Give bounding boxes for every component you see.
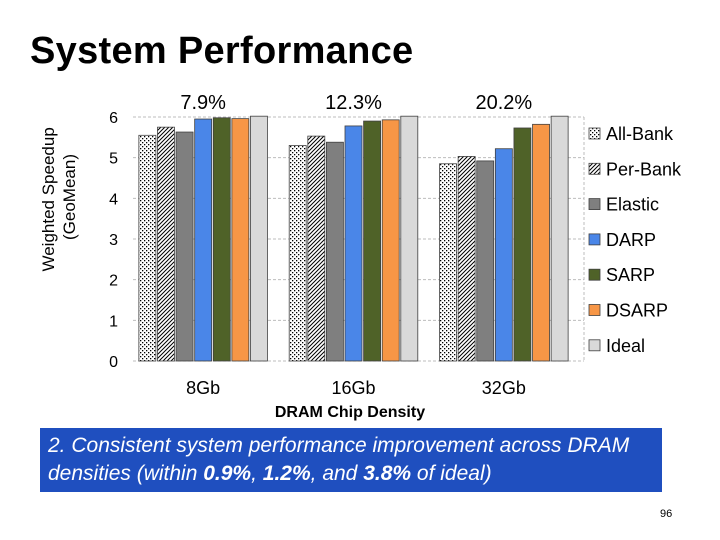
- conclusion-value-8gb: 0.9%: [203, 462, 252, 485]
- bar-elastic-16gb: [325, 141, 344, 362]
- y-axis-title-line-1: Weighted Speedup: [39, 127, 58, 271]
- bar-darp-8gb: [194, 118, 213, 362]
- labels: 8Gb 7.9% 16Gb 12.3% 32Gb 20.2%: [180, 92, 532, 398]
- legend-label-darp: DARP: [606, 230, 656, 250]
- y-tick-label: 6: [109, 110, 118, 127]
- bar-sarp-32gb: [513, 127, 532, 362]
- legend-swatch-elastic: [588, 198, 601, 211]
- conclusion-separator-1: ,: [251, 462, 263, 485]
- bars: [138, 115, 569, 362]
- y-tick-label: 2: [109, 273, 118, 290]
- bar-darp-32gb: [494, 148, 513, 362]
- bar-per-bank-8gb: [157, 126, 175, 362]
- bar-ideal-16gb: [400, 115, 419, 362]
- bar-all-bank-16gb: [288, 145, 307, 362]
- x-tick-label: 8Gb: [186, 378, 220, 398]
- y-tick-label: 4: [109, 191, 118, 208]
- x-tick-label: 32Gb: [482, 378, 526, 398]
- bar-ideal-32gb: [550, 115, 569, 362]
- bar-elastic-8gb: [175, 131, 194, 362]
- legend-label-elastic: Elastic: [606, 195, 659, 215]
- slide-title: System Performance: [30, 30, 414, 72]
- bar-dsarp-32gb: [532, 123, 550, 362]
- legend-label-per-bank: Per-Bank: [606, 159, 682, 179]
- bar-sarp-8gb: [212, 117, 231, 362]
- bar-all-bank-8gb: [138, 134, 157, 362]
- legend-swatch-darp: [588, 233, 601, 246]
- improvement-label: 12.3%: [325, 92, 382, 114]
- legend-label-all-bank: All-Bank: [606, 124, 674, 144]
- conclusion-value-32gb: 3.8%: [363, 462, 412, 485]
- legend-label-dsarp: DSARP: [606, 301, 668, 321]
- legend-swatch-sarp: [588, 268, 601, 281]
- legend-swatch-ideal: [588, 339, 601, 352]
- legend-swatch-all-bank: [588, 127, 601, 140]
- conclusion-separator-2: , and: [310, 462, 364, 485]
- x-tick-label: 16Gb: [331, 378, 375, 398]
- bar-darp-16gb: [344, 125, 363, 362]
- conclusion-box: 2. Consistent system performance improve…: [40, 428, 662, 492]
- y-axis-title: Weighted Speedup (GeoMean): [39, 122, 79, 271]
- legend-label-ideal: Ideal: [606, 336, 645, 356]
- y-tick-label: 1: [109, 313, 118, 330]
- improvement-label: 7.9%: [180, 92, 226, 114]
- x-axis-title: DRAM Chip Density: [275, 404, 425, 421]
- bar-per-bank-16gb: [307, 135, 326, 362]
- y-axis-title-line-2: (GeoMean): [60, 154, 79, 240]
- legend: All-Bank Per-Bank Elastic DARP SARP DSARP Idea…: [588, 124, 682, 356]
- bar-dsarp-8gb: [231, 118, 250, 362]
- legend-label-sarp: SARP: [606, 265, 655, 285]
- conclusion-text-suffix: of ideal): [411, 462, 492, 485]
- bar-dsarp-16gb: [381, 119, 400, 362]
- bar-all-bank-32gb: [439, 163, 457, 362]
- legend-swatch-per-bank: [588, 162, 601, 175]
- legend-swatch-dsarp: [588, 304, 601, 316]
- bar-sarp-16gb: [363, 120, 382, 362]
- conclusion-value-16gb: 1.2%: [262, 462, 311, 485]
- conclusion-text-prefix: 2. Consistent system performance improve…: [48, 434, 630, 485]
- bar-per-bank-32gb: [457, 156, 476, 362]
- bar-elastic-32gb: [476, 160, 495, 362]
- y-tick-label: 0: [109, 354, 118, 371]
- y-tick-label: 5: [109, 151, 118, 168]
- y-axis: 0 1 2 3 4 5 6: [109, 110, 118, 371]
- page-number: 96: [660, 508, 673, 520]
- chart: 0 1 2 3 4 5 6 8Gb 7.9% 16Gb 12.3% 32Gb 20.2% All-Ba…: [39, 92, 682, 421]
- improvement-label: 20.2%: [475, 92, 532, 114]
- bar-ideal-8gb: [250, 115, 268, 362]
- y-tick-label: 3: [109, 232, 118, 249]
